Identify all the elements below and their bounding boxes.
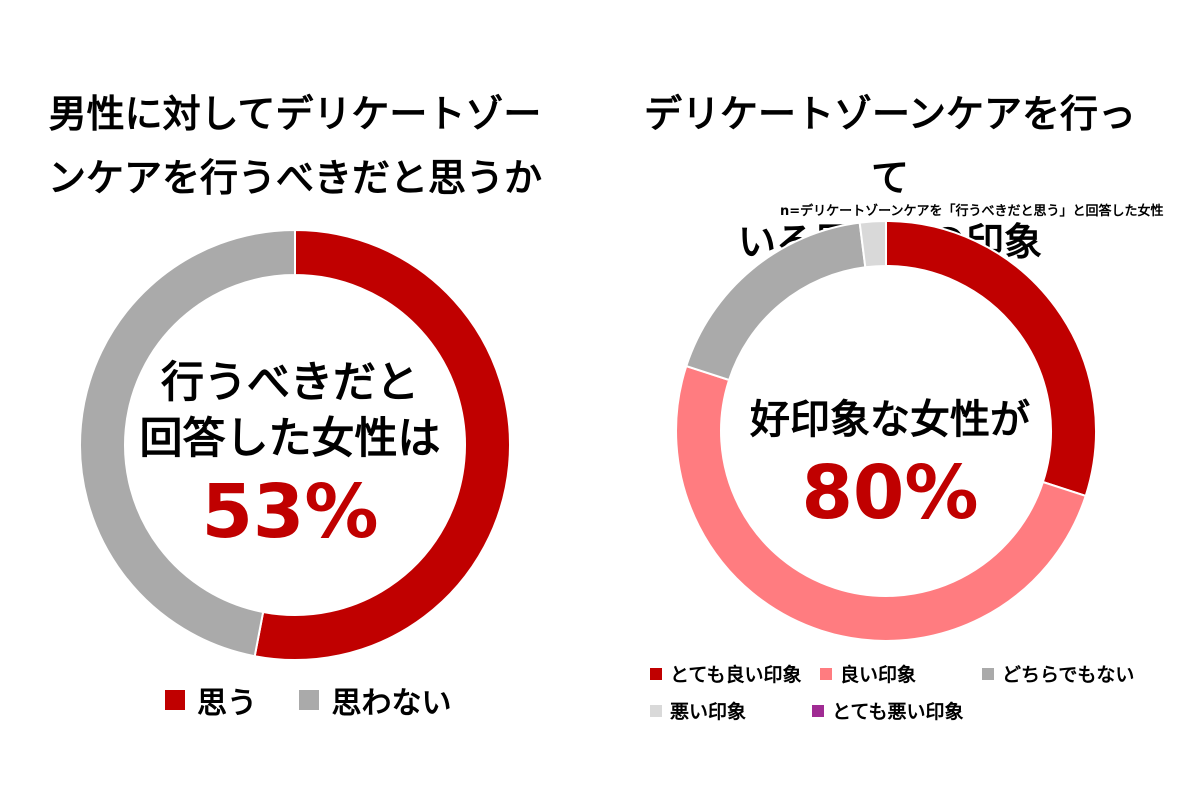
left-donut-chart <box>79 228 511 661</box>
left-title-line2: ンケアを行うべきだと思うか <box>47 156 542 200</box>
left-title-line1: 男性に対してデリケートゾー <box>48 92 542 136</box>
right-legend-item-very-good: とても良い印象 <box>650 660 820 687</box>
legend-swatch <box>820 667 832 680</box>
left-center-value: 53% <box>201 469 379 555</box>
legend-label: 悪い印象 <box>670 701 747 723</box>
left-donut-slice-2 <box>79 228 296 658</box>
right-center-value: 80% <box>801 450 979 536</box>
left-center-line2: 回答した女性は <box>139 414 441 464</box>
legend-swatch <box>299 690 320 710</box>
left-center-label: 行うべきだと 回答した女性は 53% <box>120 355 460 557</box>
right-donut-slice-4 <box>858 219 887 269</box>
legend-swatch <box>650 704 662 717</box>
legend-label: 良い印象 <box>840 664 917 686</box>
right-center-label: 好印象な女性が 80% <box>710 392 1070 538</box>
right-title-line1: デリケートゾーンケアを行って <box>643 92 1137 200</box>
left-chart-title: 男性に対してデリケートゾー ンケアを行うべきだと思うか <box>40 82 550 210</box>
right-legend: とても良い印象 良い印象 どちらでもない 悪い印象 とても悪い印象 <box>650 660 1190 734</box>
left-legend-item-yes: 思う <box>165 678 257 722</box>
right-donut-chart <box>675 219 1097 642</box>
legend-swatch <box>165 690 185 710</box>
legend-swatch <box>812 704 824 717</box>
right-donut-slice-3 <box>685 221 867 382</box>
left-center-line1: 行うべきだと <box>161 358 419 408</box>
right-legend-item-neutral: どちらでもない <box>982 660 1134 687</box>
right-center-line1: 好印象な女性が <box>750 397 1030 443</box>
legend-label: とても良い印象 <box>670 664 802 686</box>
right-legend-item-very-bad: とても悪い印象 <box>812 697 963 724</box>
sample-note: n=デリケートゾーンケアを「行うべきだと思う」と回答した女性 <box>780 204 1164 219</box>
right-donut-slice-2 <box>675 364 1087 642</box>
legend-label: 思わない <box>331 686 452 721</box>
legend-label: 思う <box>197 686 257 721</box>
right-legend-item-bad: 悪い印象 <box>650 697 812 724</box>
left-donut-slice-1 <box>253 228 511 661</box>
right-legend-item-good: 良い印象 <box>820 660 982 687</box>
legend-label: どちらでもない <box>1002 664 1135 686</box>
left-legend-item-no: 思わない <box>299 678 451 722</box>
legend-swatch <box>650 667 662 680</box>
legend-swatch <box>982 667 994 680</box>
left-legend: 思う 思わない <box>165 678 483 722</box>
legend-label: とても悪い印象 <box>832 701 964 723</box>
